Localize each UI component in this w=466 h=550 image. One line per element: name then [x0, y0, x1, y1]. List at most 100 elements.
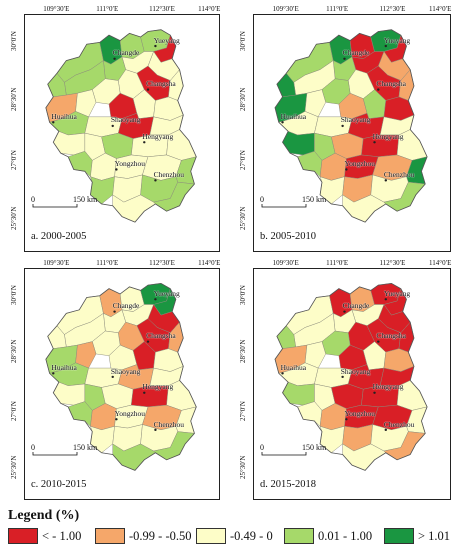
lat-tick-label: 30°0′N: [239, 284, 247, 305]
city-marker: [146, 340, 150, 343]
map-svg: [261, 282, 428, 471]
lon-tick-label: 112°30′E: [379, 5, 406, 13]
city-label: Yongzhou: [344, 408, 375, 418]
lon-tick-label: 109°30′E: [272, 259, 299, 267]
city-marker: [384, 179, 388, 182]
county-region: [282, 131, 315, 156]
city-marker: [345, 418, 348, 421]
scale-bar: [261, 204, 307, 208]
city-marker: [52, 121, 55, 124]
legend-label: < - 1.00: [42, 528, 82, 543]
city-label: Changde: [342, 301, 370, 311]
lat-tick-label: 27°0′N: [239, 150, 247, 171]
lon-tick-label: 109°30′E: [43, 259, 70, 267]
map-svg: [261, 29, 428, 223]
city-marker: [345, 168, 348, 171]
city-marker: [377, 88, 380, 91]
city-label: Huaihua: [280, 111, 307, 121]
scale-zero: 0: [260, 195, 264, 204]
city-marker: [146, 88, 150, 91]
city-label: Yongzhou: [114, 159, 146, 169]
map-svg: [32, 29, 197, 223]
scale-bar: [32, 204, 78, 208]
county-region: [75, 341, 97, 369]
city-label: Changde: [112, 48, 140, 58]
city-marker: [111, 124, 114, 128]
lat-tick-label: 25°30′N: [10, 455, 18, 479]
legend-swatch: [8, 528, 38, 544]
legend-item: -0.99 - -0.50: [95, 528, 192, 544]
lat-tick-label: 25°30′N: [239, 455, 247, 479]
lon-tick-label: 114°0′E: [429, 5, 452, 13]
lat-tick-label: 28°30′N: [10, 339, 18, 363]
city-label: Hengyang: [372, 382, 404, 392]
city-label: Changsha: [376, 331, 406, 341]
city-marker: [154, 428, 157, 431]
legend-swatch: [384, 528, 414, 544]
map-panel-d: Changde Yueyang Changsha Huaihua Shaoyang Hen…: [253, 268, 451, 500]
legend-item: > 1.01: [384, 528, 450, 544]
scale-label: 150 km: [73, 443, 98, 452]
scale-label: 150 km: [302, 443, 327, 452]
city-marker: [115, 418, 118, 421]
map-panel-c: Changde Yueyang Changsha Huaihua Shaoyang Hen…: [24, 268, 220, 500]
map-svg: [32, 282, 197, 471]
lat-tick-label: 27°0′N: [10, 400, 18, 421]
city-label: Hengyang: [372, 131, 404, 141]
scale-zero: 0: [31, 195, 35, 204]
city-marker: [373, 141, 376, 144]
panel-caption: b. 2005-2010: [260, 231, 316, 242]
lon-tick-label: 112°30′E: [149, 5, 175, 13]
city-label: Yueyang: [153, 288, 180, 298]
panel-caption: c. 2010-2015: [31, 479, 87, 490]
city-label: Huaihua: [280, 363, 307, 373]
legend-item: < - 1.00: [8, 528, 81, 544]
lon-tick-label: 112°30′E: [149, 259, 175, 267]
city-marker: [384, 44, 388, 48]
city-label: Shaoyang: [340, 115, 371, 125]
panel-caption: a. 2000-2005: [31, 231, 87, 242]
city-label: Chenzhou: [153, 419, 184, 429]
city-marker: [52, 372, 55, 375]
city-marker: [281, 372, 284, 375]
city-label: Yueyang: [153, 35, 180, 45]
legend-swatch: [196, 528, 226, 544]
province-outline: [45, 282, 197, 471]
city-label: Yueyang: [383, 288, 411, 298]
city-marker: [343, 57, 346, 60]
lon-tick-label: 112°30′E: [379, 259, 406, 267]
city-marker: [341, 375, 344, 379]
county-region: [53, 381, 86, 406]
city-label: Yongzhou: [114, 408, 146, 418]
city-label: Huaihua: [51, 111, 77, 121]
scale-zero: 0: [260, 443, 264, 452]
legend-swatch: [284, 528, 314, 544]
lon-tick-label: 114°0′E: [198, 259, 221, 267]
city-label: Changsha: [146, 79, 176, 89]
city-marker: [154, 298, 157, 301]
city-label: Shaoyang: [340, 366, 371, 376]
city-label: Hengyang: [142, 382, 174, 392]
city-label: Chenzhou: [383, 419, 415, 429]
lat-tick-label: 28°30′N: [239, 87, 247, 111]
legend-label: -0.99 - -0.50: [129, 528, 192, 543]
legend-item: -0.49 - 0: [196, 528, 273, 544]
city-label: Chenzhou: [383, 169, 415, 179]
city-label: Chenzhou: [153, 169, 184, 179]
city-label: Yueyang: [383, 35, 411, 45]
lon-tick-label: 114°0′E: [198, 5, 221, 13]
city-marker: [143, 391, 146, 394]
city-marker: [111, 375, 114, 379]
lat-tick-label: 25°30′N: [239, 206, 247, 230]
lon-tick-label: 109°30′E: [272, 5, 299, 13]
city-marker: [384, 298, 388, 301]
city-marker: [281, 121, 284, 124]
lat-tick-label: 30°0′N: [10, 284, 18, 305]
legend-swatch: [95, 528, 125, 544]
city-label: Huaihua: [51, 363, 77, 373]
city-marker: [154, 44, 157, 48]
county-region: [53, 131, 86, 156]
city-marker: [154, 179, 157, 182]
lon-tick-label: 109°30′E: [43, 5, 70, 13]
county-region: [282, 381, 315, 406]
